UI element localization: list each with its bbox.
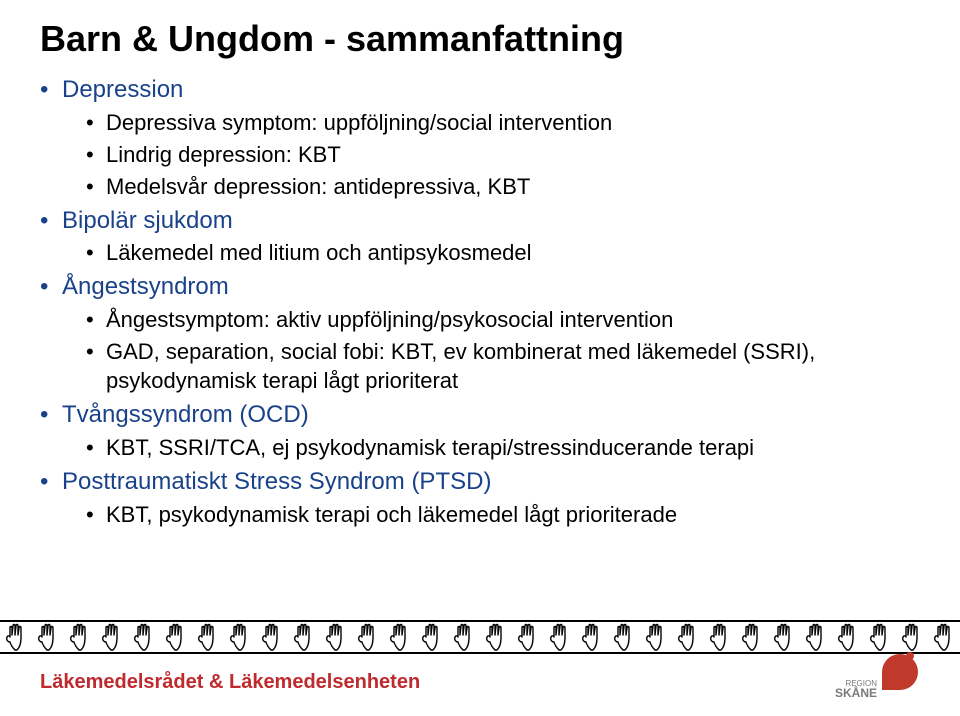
list-item-label: Bipolär sjukdom [62,207,233,234]
list-item-label: Ångestsyndrom [62,273,229,300]
sub-item: Lindrig depression: KBT [86,140,920,169]
list-item-label: Tvångssyndrom (OCD) [62,401,309,428]
decorative-hands-strip [0,620,960,654]
logo-line2: SKÅNE [835,685,877,700]
sublist: Ångestsymptom: aktiv uppföljning/psykoso… [86,305,920,395]
sublist: KBT, SSRI/TCA, ej psykodynamisk terapi/s… [86,433,920,462]
footer-text: Läkemedelsrådet & Läkemedelsenheten [40,671,420,694]
sublist: Depressiva symptom: uppföljning/social i… [86,108,920,201]
sub-item: KBT, psykodynamisk terapi och läkemedel … [86,500,920,529]
sub-item: Läkemedel med litium och antipsykosmedel [86,238,920,267]
sub-item: Depressiva symptom: uppföljning/social i… [86,108,920,137]
list-item: Bipolär sjukdom Läkemedel med litium och… [40,205,920,268]
list-item: Ångestsyndrom Ångestsymptom: aktiv uppfö… [40,271,920,395]
list-item-label: Depression [62,76,183,103]
slide-title: Barn & Ungdom - sammanfattning [40,18,920,60]
list-item: Depression Depressiva symptom: uppföljni… [40,74,920,201]
sublist: Läkemedel med litium och antipsykosmedel [86,238,920,267]
sub-item: KBT, SSRI/TCA, ej psykodynamisk terapi/s… [86,433,920,462]
region-skane-logo: REGION SKÅNE [822,642,932,702]
slide: Barn & Ungdom - sammanfattning Depressio… [0,0,960,716]
hands-icon [0,622,960,652]
sub-item: GAD, separation, social fobi: KBT, ev ko… [86,337,920,395]
bullet-list: Depression Depressiva symptom: uppföljni… [40,74,920,529]
sub-item: Medelsvår depression: antidepressiva, KB… [86,172,920,201]
list-item-label: Posttraumatiskt Stress Syndrom (PTSD) [62,468,491,495]
sub-item: Ångestsymptom: aktiv uppföljning/psykoso… [86,305,920,334]
list-item: Tvångssyndrom (OCD) KBT, SSRI/TCA, ej ps… [40,399,920,462]
sublist: KBT, psykodynamisk terapi och läkemedel … [86,500,920,529]
list-item: Posttraumatiskt Stress Syndrom (PTSD) KB… [40,466,920,529]
